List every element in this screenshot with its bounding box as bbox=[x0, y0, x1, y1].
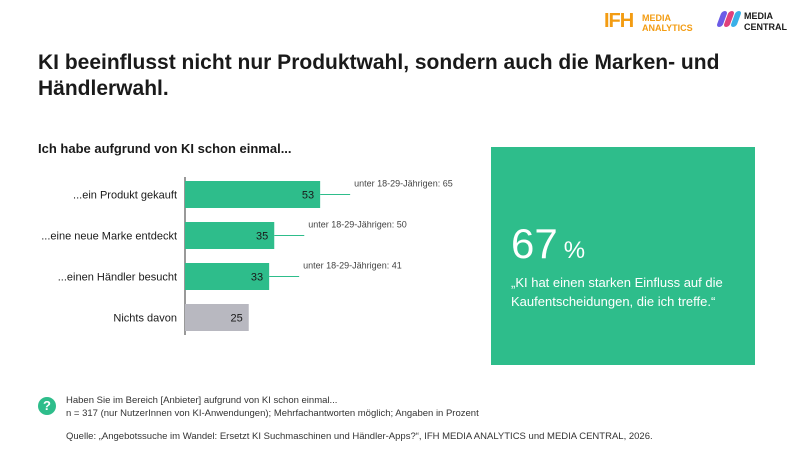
annotation-label: unter 18-29-Jährigen: 65 bbox=[354, 179, 453, 189]
category-label: ...ein Produkt gekauft bbox=[73, 190, 177, 202]
category-label: ...einen Händler besucht bbox=[58, 272, 177, 284]
ifh-logo-mark: IFH bbox=[604, 10, 634, 32]
ifh-logo-line2: ANALYTICS bbox=[642, 23, 693, 33]
category-label: Nichts davon bbox=[113, 313, 177, 325]
chart-title: Ich habe aufgrund von KI schon einmal... bbox=[38, 141, 292, 156]
source-note: Quelle: „Angebotssuche im Wandel: Ersetz… bbox=[66, 431, 653, 442]
bar-4 bbox=[185, 304, 249, 331]
bar-value-label: 53 bbox=[302, 190, 314, 202]
bar-value-label: 35 bbox=[256, 231, 268, 243]
page-title: KI beeinflusst nicht nur Produktwahl, so… bbox=[38, 51, 720, 100]
callout-value: 67 bbox=[511, 220, 558, 267]
bar-2 bbox=[185, 222, 275, 249]
annotation-label: unter 18-29-Jährigen: 50 bbox=[308, 220, 407, 230]
question-icon[interactable]: ? bbox=[38, 397, 56, 415]
callout-unit: % bbox=[563, 237, 586, 264]
ifh-logo-line1: MEDIA bbox=[642, 13, 671, 23]
annotation-label: unter 18-29-Jährigen: 41 bbox=[303, 261, 402, 271]
mc-logo-line2: CENTRAL bbox=[744, 22, 787, 32]
bar-value-label: 25 bbox=[231, 313, 243, 325]
highlight-callout: 67% „KI hat einen starken Einfluss auf d… bbox=[491, 147, 755, 365]
media-central-logo-mark-icon bbox=[716, 11, 742, 27]
footnote-sample: n = 317 (nur NutzerInnen von KI-Anwendun… bbox=[66, 408, 479, 419]
callout-percentage: 67% bbox=[511, 221, 585, 274]
category-label: ...eine neue Marke entdeckt bbox=[41, 231, 177, 243]
mc-logo-line1: MEDIA bbox=[744, 11, 773, 21]
bar-3 bbox=[185, 263, 270, 290]
bar-1 bbox=[185, 181, 321, 208]
footnote-question: Haben Sie im Bereich [Anbieter] aufgrund… bbox=[66, 395, 338, 406]
callout-quote: „KI hat einen starken Einfluss auf die K… bbox=[511, 275, 723, 309]
bar-value-label: 33 bbox=[251, 272, 263, 284]
